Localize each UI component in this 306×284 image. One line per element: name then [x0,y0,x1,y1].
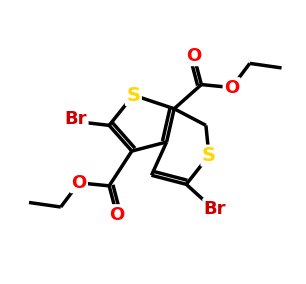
Text: Br: Br [204,200,226,218]
Text: S: S [126,86,140,105]
Text: O: O [186,47,201,65]
Text: S: S [202,146,216,165]
Text: O: O [109,206,124,224]
Text: O: O [71,174,87,192]
Text: O: O [224,79,239,97]
Text: Br: Br [65,110,87,128]
